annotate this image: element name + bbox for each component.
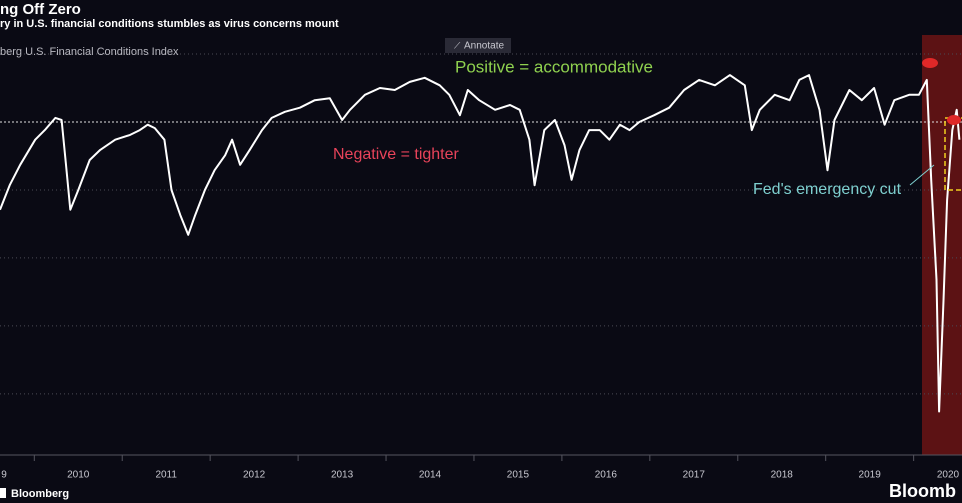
button-label[interactable]: Annotate xyxy=(464,41,504,52)
x-tick-label: 2013 xyxy=(331,470,354,481)
logo: Bloomb xyxy=(889,481,956,501)
button-background[interactable] xyxy=(445,38,511,53)
x-tick-label: 2020 xyxy=(937,470,960,481)
x-tick-label: 2019 xyxy=(859,470,882,481)
annotation-leader xyxy=(909,164,935,186)
source-icon xyxy=(0,488,6,498)
chart-title: ng Off Zero xyxy=(0,1,81,18)
legend-entry: berg U.S. Financial Conditions Index xyxy=(0,46,179,58)
x-tick-label: 2015 xyxy=(507,470,530,481)
x-tick-label: 2016 xyxy=(595,470,618,481)
x-tick-label: 2010 xyxy=(67,470,90,481)
event-marker xyxy=(922,58,938,68)
source-text: Bloomberg xyxy=(11,488,69,500)
button-icon[interactable]: ⟋ xyxy=(454,40,461,50)
source: Bloomberg xyxy=(0,488,69,500)
x-tick-label: 2011 xyxy=(155,470,177,481)
x-tick-label: 2012 xyxy=(243,470,266,481)
annotate-button[interactable]: ⟋ Annotate xyxy=(445,38,511,53)
annotation: Positive = accommodative xyxy=(455,57,653,76)
x-tick-label: 9 xyxy=(1,470,7,481)
annotation: Fed's emergency cut xyxy=(753,181,902,198)
chart-subtitle: ry in U.S. financial conditions stumbles… xyxy=(0,18,339,30)
annotation: Negative = tighter xyxy=(333,146,460,163)
data-line xyxy=(0,74,961,413)
x-tick-label: 2017 xyxy=(683,470,706,481)
x-tick-label: 2014 xyxy=(419,470,442,481)
event-marker xyxy=(947,115,961,125)
x-tick-label: 2018 xyxy=(771,470,794,481)
